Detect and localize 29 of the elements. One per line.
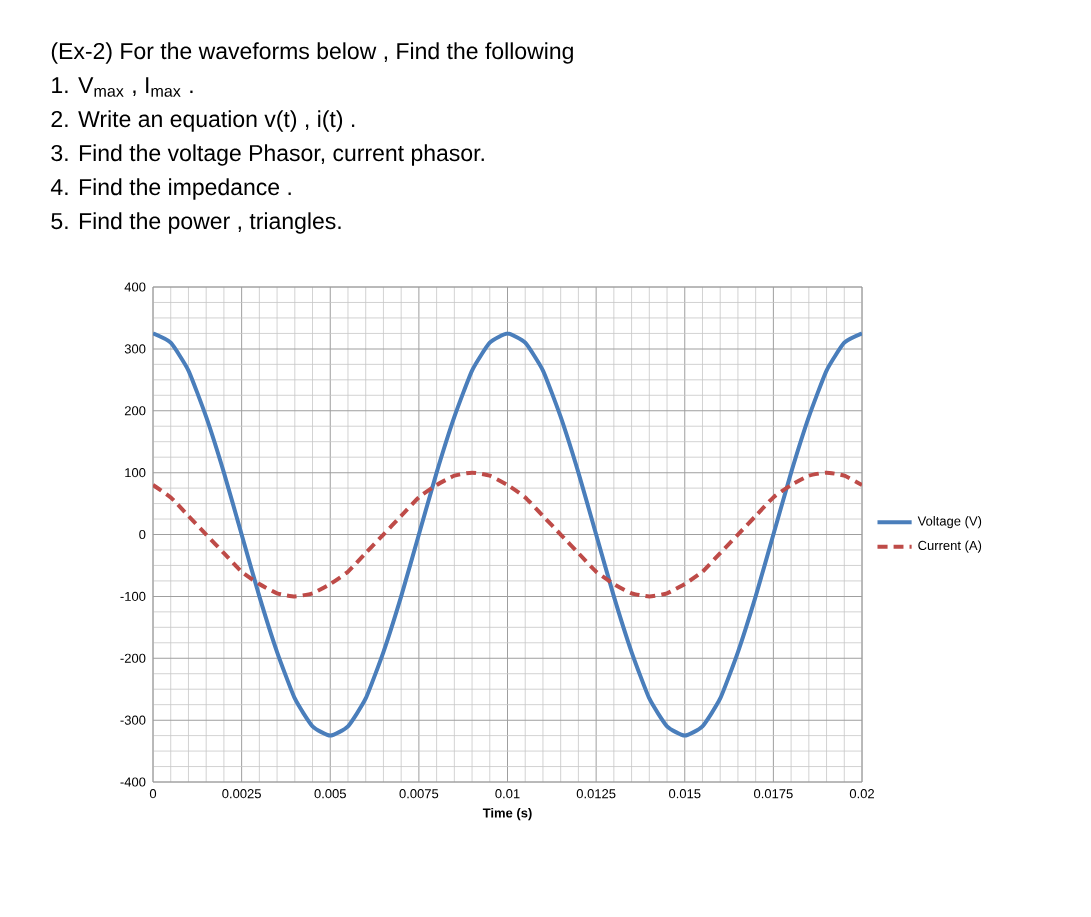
x-tick-label: 0.02 (849, 789, 874, 799)
text: 3. Find the voltage Phasor, current phasor. (51, 144, 484, 166)
x-tick-label: 0.0125 (576, 789, 616, 799)
x-tick-label: 0.005 (314, 789, 346, 799)
line-series (153, 331, 863, 738)
line-series (153, 470, 863, 599)
x-tick-label: 0.0075 (399, 789, 439, 799)
legend-label: Current (A) (918, 540, 982, 553)
y-tick-label: -100 (120, 591, 146, 601)
legend-label: Voltage (V) (917, 516, 982, 529)
x-tick-label: 0.0025 (222, 789, 261, 799)
x-tick-label: 0.0175 (754, 789, 793, 799)
x-tick-label: 0.01 (495, 789, 520, 799)
y-tick-label: 300 (124, 344, 146, 354)
text: 2. Write an equation v(t) , i(t) . (51, 110, 355, 132)
chart-title: (Ex-2) For the waveforms below , Find the following (51, 42, 573, 64)
text: 5. Find the power , triangles. (51, 212, 341, 234)
y-tick-label: -300 (120, 715, 146, 725)
x-tick-label: 0 (149, 789, 157, 799)
y-tick-label: 400 (124, 282, 146, 292)
x-axis-title: Time (s) (482, 808, 532, 821)
text: 1. V$_{max}$ , I$_{max}$ . (52, 77, 193, 97)
y-tick-label: 0 (139, 529, 146, 540)
text: 4. Find the impedance . (50, 178, 291, 200)
y-tick-label: -400 (120, 777, 146, 787)
x-tick-label: 0.015 (668, 789, 701, 799)
y-tick-label: 200 (124, 406, 146, 416)
y-tick-label: 100 (125, 468, 146, 478)
y-tick-label: -200 (120, 653, 146, 663)
